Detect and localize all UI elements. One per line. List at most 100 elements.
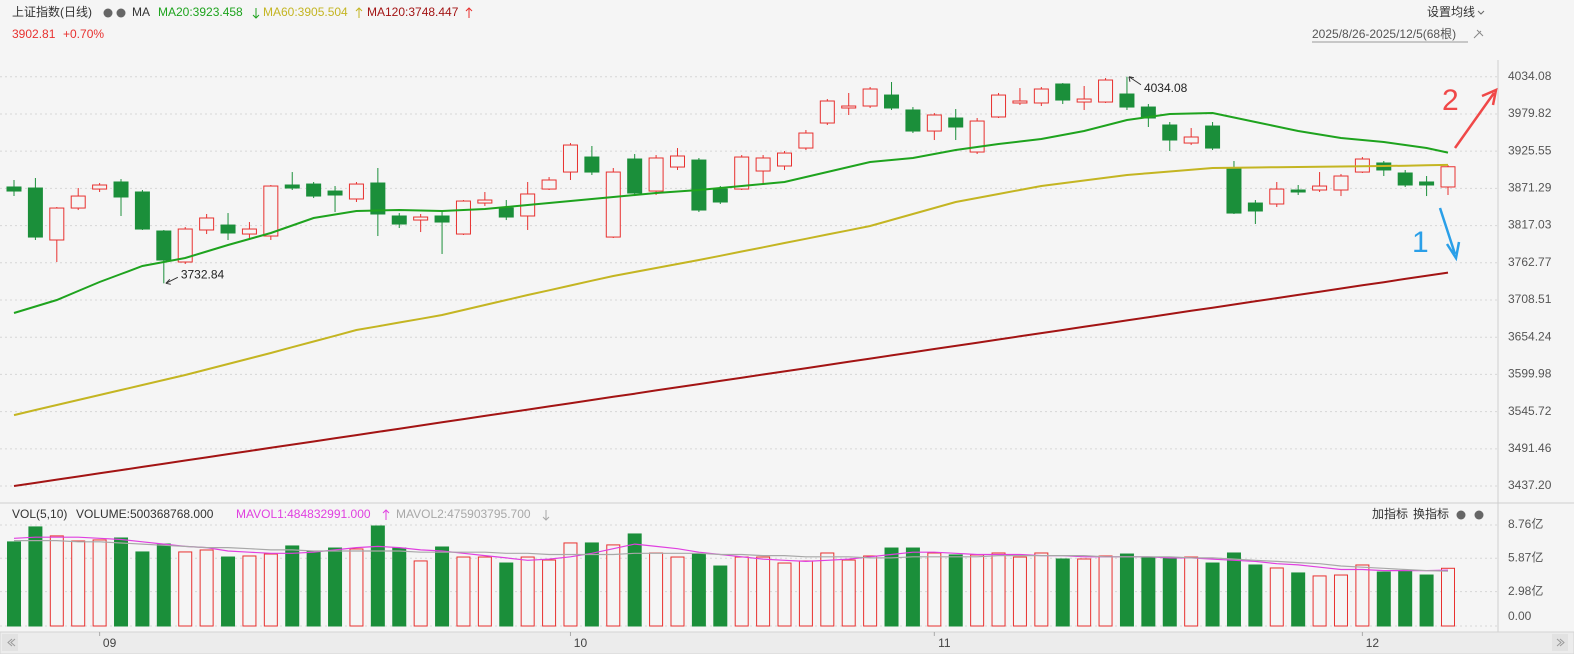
volume-bar	[28, 526, 43, 627]
volume-bar	[520, 556, 535, 627]
candle-body	[969, 120, 985, 153]
volume-bar	[691, 553, 706, 627]
candle-body	[734, 156, 750, 190]
candle-body	[1247, 202, 1263, 212]
candle-body	[1098, 79, 1114, 103]
volume-bar	[456, 556, 471, 627]
candle-body	[648, 157, 664, 192]
volume-bar	[841, 559, 856, 627]
candle-body	[27, 187, 43, 238]
y-tick-label: 3545.72	[1508, 404, 1552, 418]
candle-body	[1205, 125, 1221, 149]
candle-body	[455, 200, 471, 235]
annotation: 1	[1412, 226, 1429, 259]
scroll-right[interactable]	[1552, 634, 1568, 651]
volume-bar	[1098, 555, 1113, 627]
y-tick-label: 3491.46	[1508, 441, 1552, 455]
ma-settings-button[interactable]: 设置均线	[1427, 5, 1475, 19]
volume-bar	[1119, 553, 1134, 627]
close-icon[interactable]	[116, 8, 126, 18]
candle-body	[755, 157, 771, 172]
candle-body	[92, 184, 108, 190]
volume-bar	[1441, 567, 1455, 627]
x-tick-label: 09	[103, 636, 117, 650]
trend-arrow	[355, 7, 363, 18]
volume-bar	[1141, 557, 1156, 627]
ma-line	[13, 111, 1449, 314]
candle-body	[712, 188, 728, 203]
candle-body	[884, 94, 900, 109]
legend-entry: MA120:3748.447	[367, 5, 459, 19]
mavol-line	[14, 540, 1449, 572]
candle-body	[1397, 172, 1413, 186]
volume-bar	[756, 556, 771, 627]
high-label: 4034.08	[1144, 81, 1188, 95]
settings-icon[interactable]	[1456, 510, 1466, 520]
volume-bar	[370, 525, 385, 627]
volume-bar	[1333, 574, 1348, 627]
marks-layer	[6, 76, 1456, 627]
extreme-pointer	[165, 276, 179, 285]
volume-bar	[884, 547, 899, 627]
scroll-right-icon	[1556, 638, 1565, 647]
candle-body	[348, 183, 364, 200]
candle-body	[627, 158, 643, 194]
candle-body	[905, 109, 921, 132]
volume-bar	[1419, 574, 1434, 627]
volume-bar	[499, 562, 514, 627]
candle-body	[220, 224, 236, 234]
candle-body	[819, 100, 835, 124]
volume-bar	[863, 555, 878, 627]
volume-bar	[584, 542, 599, 627]
volume-bar	[970, 554, 985, 627]
candle-body	[241, 228, 257, 235]
candle-body	[541, 179, 557, 190]
volume-bar	[542, 559, 557, 627]
volume-bar	[1205, 562, 1220, 627]
candle-body	[1162, 124, 1178, 141]
candle-body	[113, 181, 129, 198]
settings-icon[interactable]	[103, 8, 113, 18]
volume-bar	[1184, 556, 1199, 627]
candle-body	[284, 184, 300, 189]
y-tick-label: 3979.82	[1508, 106, 1552, 120]
volume-bar	[477, 556, 492, 627]
range-label[interactable]: 2025/8/26-2025/12/5(68根)	[1312, 27, 1456, 41]
candle-body	[413, 216, 429, 221]
candle-body	[584, 156, 600, 173]
switch-indicator-button[interactable]: 换指标	[1413, 506, 1449, 521]
trend-arrow	[252, 8, 260, 19]
dropdown-icon	[1477, 10, 1485, 15]
volume-bar	[1291, 572, 1306, 627]
volume-bar	[349, 548, 364, 627]
y-tick-label: 3762.77	[1508, 255, 1552, 269]
volume-bar	[1077, 558, 1092, 627]
candle-body	[1226, 167, 1242, 214]
close-icon[interactable]	[1474, 510, 1484, 520]
y-tick-label: 3437.20	[1508, 478, 1552, 492]
candle-body	[669, 155, 685, 168]
add-indicator-button[interactable]: 加指标	[1372, 506, 1408, 521]
volume-legend: VOLUME:500368768.000	[76, 507, 214, 521]
annotation-arrow	[1453, 87, 1498, 149]
volume-bar	[306, 550, 321, 627]
volume-bar	[991, 552, 1006, 627]
candle-body	[562, 144, 578, 173]
candle-body	[841, 105, 857, 109]
candle-body	[1012, 100, 1028, 104]
y-tick-label: 0.00	[1508, 609, 1532, 623]
y-tick-label: 3925.55	[1508, 143, 1552, 157]
volume-bar	[435, 546, 450, 627]
scroll-left[interactable]	[2, 634, 18, 651]
scroll-left-icon	[7, 638, 16, 647]
y-tick-label: 5.87亿	[1508, 549, 1543, 564]
trend-arrow	[465, 7, 473, 18]
mavol-line	[13, 536, 1449, 572]
candle-body	[177, 228, 193, 263]
volume-bar	[1034, 552, 1049, 627]
candle-body	[263, 185, 279, 237]
candle-body	[434, 215, 450, 223]
candle-body	[391, 215, 407, 225]
candle-body	[49, 207, 65, 241]
